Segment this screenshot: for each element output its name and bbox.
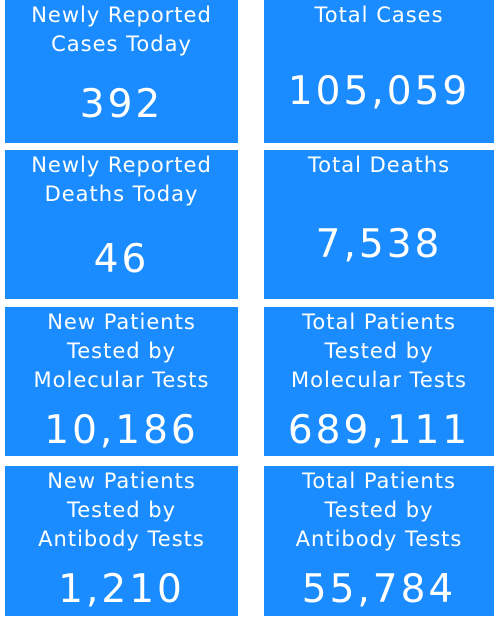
label-line: Total Patients <box>302 310 456 334</box>
tile-label: Total Cases <box>264 1 494 30</box>
tile-value: 392 <box>79 82 164 127</box>
stat-tile: Total Deaths 7,538 <box>264 150 494 299</box>
label-line: Tested by <box>324 498 434 522</box>
tile-value: 46 <box>93 237 150 282</box>
stat-tile: New Patients Tested by Antibody Tests 1,21… <box>5 466 238 616</box>
label-line: New Patients <box>47 469 196 493</box>
label-line: Total Cases <box>314 3 444 27</box>
label-line: Newly Reported <box>31 3 212 27</box>
label-line: Antibody Tests <box>38 527 205 551</box>
tile-label: Newly Reported Deaths Today <box>5 151 238 209</box>
label-line: Molecular Tests <box>291 368 467 392</box>
label-line: Total Patients <box>302 469 456 493</box>
stat-tile: New Patients Tested by Molecular Tests 10,… <box>5 307 238 456</box>
tile-value: 10,186 <box>44 408 199 453</box>
tile-label: Total Deaths <box>264 151 494 180</box>
label-line: Antibody Tests <box>295 527 463 551</box>
label-line: Tested by <box>324 339 434 363</box>
stat-tile: Total Patients Tested by Molecular Tests 6… <box>264 307 494 456</box>
tile-label: New Patients Tested by Antibody Tests <box>5 467 238 554</box>
stat-tile: Total Cases 105,059 <box>264 0 494 143</box>
tile-value: 1,210 <box>58 567 185 612</box>
tile-value: 105,059 <box>287 69 471 114</box>
tile-label: Total Patients Tested by Antibody Tests <box>264 467 494 554</box>
tile-label: Newly Reported Cases Today <box>5 1 238 59</box>
label-line: Total Deaths <box>307 153 451 177</box>
tile-value: 55,784 <box>301 567 457 612</box>
label-line: Cases Today <box>51 32 192 56</box>
tile-value: 689,111 <box>287 408 471 453</box>
stat-tile: Newly Reported Deaths Today 46 <box>5 150 238 299</box>
stat-tile: Total Patients Tested by Antibody Tests 55… <box>264 466 494 616</box>
label-line: Molecular Tests <box>33 368 210 392</box>
label-line: New Patients <box>47 310 196 334</box>
label-line: Deaths Today <box>44 182 199 206</box>
label-line: Newly Reported <box>31 153 212 177</box>
label-line: Tested by <box>66 339 177 363</box>
tile-label: Total Patients Tested by Molecular Tests <box>264 308 494 395</box>
label-line: Tested by <box>66 498 177 522</box>
stat-tile: Newly Reported Cases Today 392 <box>5 0 238 143</box>
tile-label: New Patients Tested by Molecular Tests <box>5 308 238 395</box>
tile-value: 7,538 <box>315 222 443 267</box>
